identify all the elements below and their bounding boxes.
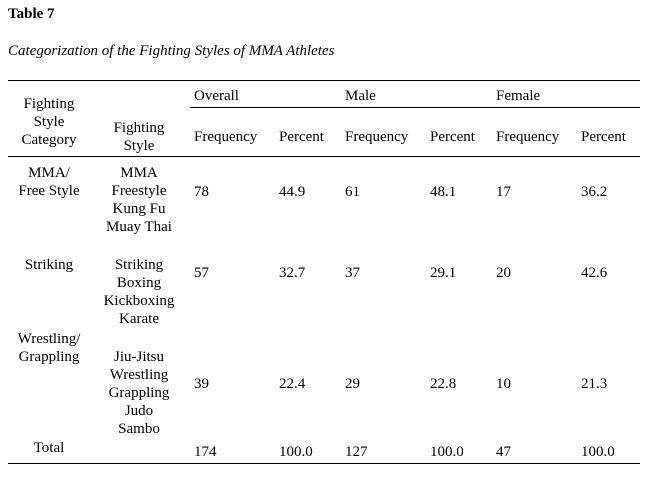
row-category-line: MMA/ [28,165,70,181]
header-group-overall: Overall [194,88,239,104]
header-frequency: Frequency [345,129,409,145]
total-label: Total [8,439,90,457]
header-frequency: Frequency [496,129,560,145]
style-item: Judo [124,403,154,419]
header-group-male: Male [345,88,376,104]
cell-female-percent: 21.3 [581,376,608,392]
cell-overall-percent: 32.7 [279,265,306,281]
top-rule [8,80,640,81]
cell-male-percent: 29.1 [430,265,457,281]
style-item: Sambo [118,421,160,437]
bottom-rule [8,463,640,464]
cell-overall-percent: 22.4 [279,376,306,392]
cell-male-percent: 22.8 [430,376,457,392]
cell-overall-frequency: 39 [194,376,209,392]
row-styles: Striking Boxing Kickboxing Karate [96,256,182,328]
row-category-line: Wrestling/ [17,331,81,347]
header-percent: Percent [581,129,626,145]
row-category-line: Grappling [18,349,80,365]
style-item: Karate [119,311,159,327]
style-item: Striking [114,257,164,273]
row-category: Striking [8,256,90,274]
total-female-frequency: 47 [496,444,511,460]
table-caption: Categorization of the Fighting Styles of… [8,43,335,59]
style-item: Boxing [116,275,162,291]
header-category-line: Category [21,132,77,148]
total-female-percent: 100.0 [581,444,615,460]
header-style-line: Style [123,138,155,154]
group-rule [190,107,640,108]
cell-male-frequency: 29 [345,376,360,392]
total-male-percent: 100.0 [430,444,464,460]
cell-overall-frequency: 78 [194,184,209,200]
cell-overall-frequency: 57 [194,265,209,281]
header-style-line: Fighting [113,120,165,136]
header-category-line: Style [33,114,65,130]
total-overall-percent: 100.0 [279,444,313,460]
cell-overall-percent: 44.9 [279,184,306,200]
row-styles: MMA Freestyle Kung Fu Muay Thai [96,164,182,236]
header-percent: Percent [279,129,324,145]
header-percent: Percent [430,129,475,145]
header-category: Fighting Style Category [8,95,90,149]
cell-female-frequency: 20 [496,265,511,281]
style-item: Wrestling [109,367,169,383]
style-item: Muay Thai [106,219,172,235]
cell-female-percent: 42.6 [581,265,608,281]
style-item: MMA [120,165,158,181]
header-frequency: Frequency [194,129,258,145]
total-overall-frequency: 174 [194,444,217,460]
header-category-line: Fighting [23,96,75,112]
cell-female-percent: 36.2 [581,184,608,200]
cell-female-frequency: 10 [496,376,511,392]
table-number: Table 7 [8,6,55,22]
row-category-line: Free Style [18,183,80,199]
row-category: Wrestling/ Grappling [8,330,90,366]
total-male-frequency: 127 [345,444,368,460]
cell-male-frequency: 61 [345,184,360,200]
header-group-female: Female [496,88,541,104]
style-item: Kung Fu [112,201,166,217]
row-category: MMA/ Free Style [8,164,90,200]
row-styles: Jiu-Jitsu Wrestling Grappling Judo Sambo [96,348,182,438]
style-item: Freestyle [111,183,167,199]
style-item: Kickboxing [103,293,175,309]
style-item: Grappling [108,385,170,401]
cell-female-frequency: 17 [496,184,511,200]
total-label-text: Total [33,440,65,456]
header-style: Fighting Style [96,119,182,155]
cell-male-frequency: 37 [345,265,360,281]
style-item: Jiu-Jitsu [113,349,164,365]
cell-male-percent: 48.1 [430,184,457,200]
row-category-line: Striking [24,257,74,273]
header-bottom-rule [8,156,640,157]
